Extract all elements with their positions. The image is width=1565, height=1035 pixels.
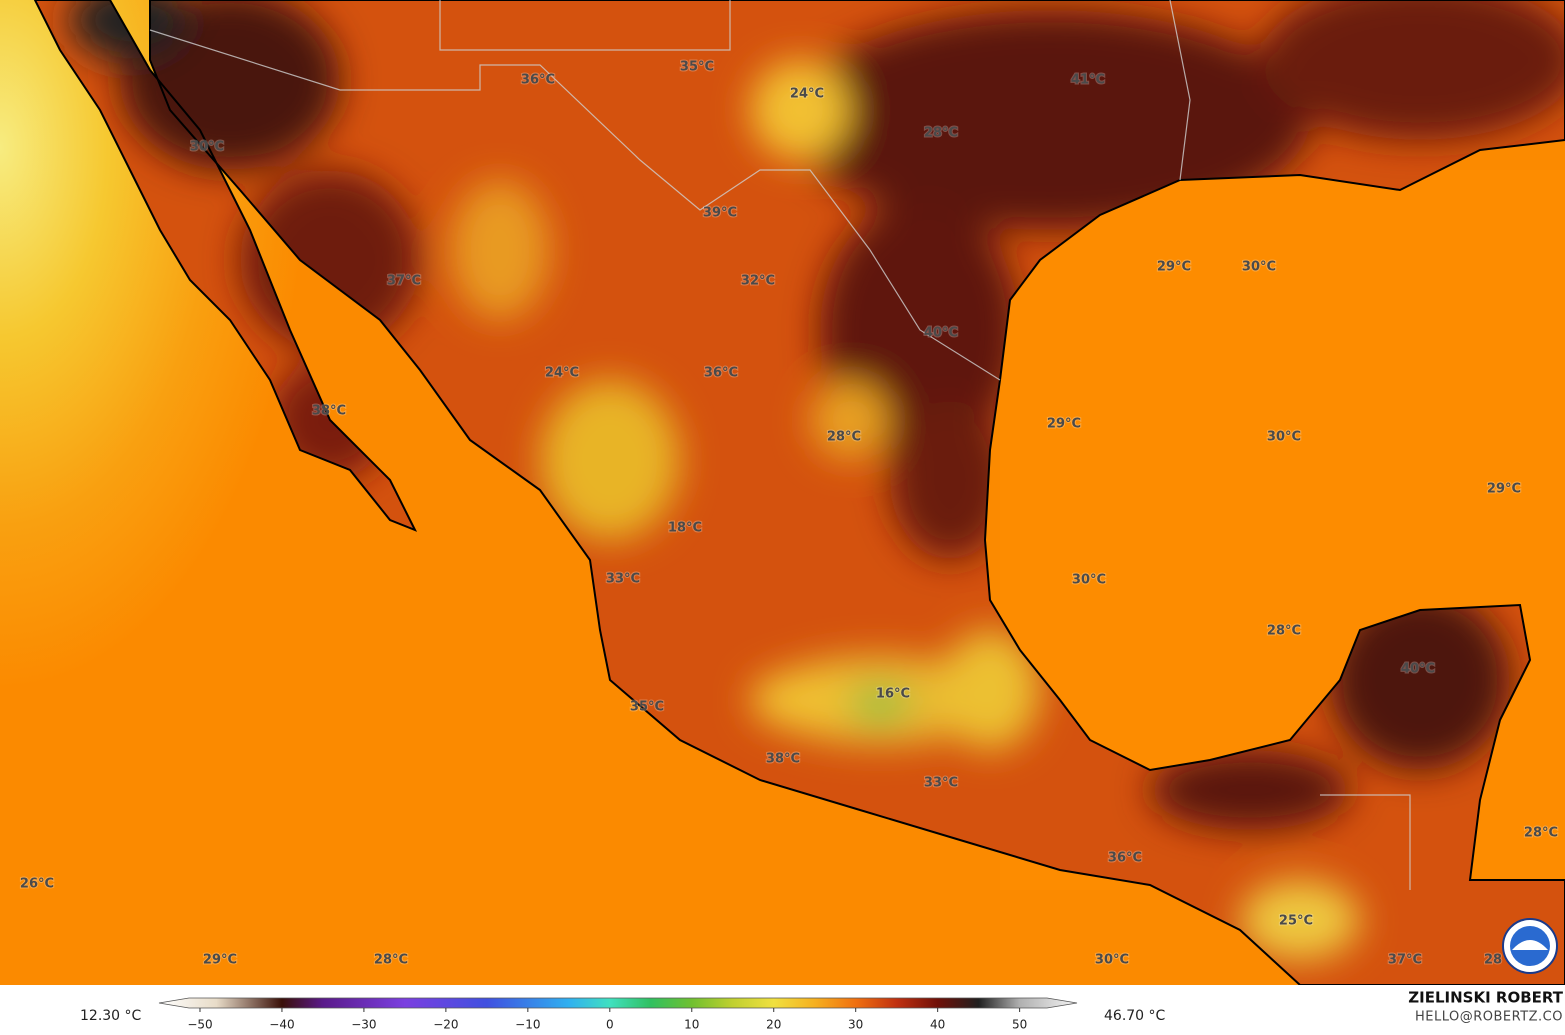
temperature-label: 38°C (312, 404, 346, 419)
temperature-label: 30°C (1072, 573, 1106, 588)
colorbar: −50 −40 −30 −20 −10 0 10 20 30 40 50 (158, 997, 1078, 1032)
colorbar-min: 12.30 °C (80, 1008, 142, 1024)
temperature-label: 36°C (521, 73, 555, 88)
colorbar-tick-label: 20 (766, 1018, 781, 1032)
colorbar-tick-label: −30 (351, 1018, 376, 1032)
colorbar-tick-label: 50 (1012, 1018, 1027, 1032)
colorbar-tick-label: 10 (684, 1018, 699, 1032)
temperature-label: 18°C (668, 521, 702, 536)
temperature-label: 38°C (766, 752, 800, 767)
temperature-label: 30°C (190, 140, 224, 155)
temperature-label: 30°C (1242, 260, 1276, 275)
map-area: 36°C 35°C 24°C 41°C 30°C 28°C 39°C 29°C 30°C 37°C… (0, 0, 1565, 986)
temperature-label: 33°C (924, 776, 958, 791)
colorbar-tick-label: −50 (187, 1018, 212, 1032)
temperature-label: 30°C (1267, 430, 1301, 445)
colorbar-tick-label: 30 (848, 1018, 863, 1032)
temperature-label: 32°C (741, 274, 775, 289)
colorbar-tick-label: −40 (269, 1018, 294, 1032)
colorbar-tick-label: 0 (606, 1018, 614, 1032)
temperature-label: 29°C (1047, 417, 1081, 432)
temperature-label: 29°C (1157, 260, 1191, 275)
temperature-label: 39°C (703, 206, 737, 221)
temperature-label: 40°C (1401, 662, 1435, 677)
credit-email: HELLO@ROBERTZ.CO (1415, 1010, 1563, 1025)
temperature-label: 24°C (545, 366, 579, 381)
credit-name: ZIELINSKI ROBERT (1408, 989, 1563, 1007)
temperature-label: 28°C (924, 126, 958, 141)
temperature-label: 36°C (704, 366, 738, 381)
temperature-label: 40°C (924, 326, 958, 341)
temperature-label: 24°C (790, 87, 824, 102)
temperature-label: 35°C (680, 60, 714, 75)
temperature-label: 29°C (203, 953, 237, 968)
colorbar-max: 46.70 °C (1104, 1008, 1166, 1024)
colorbar-tick-label: −20 (433, 1018, 458, 1032)
temperature-label: 37°C (387, 274, 421, 289)
temperature-label: 28°C (827, 430, 861, 445)
temperature-label: 33°C (606, 572, 640, 587)
coastline (33, 0, 1565, 986)
temperature-label: 29°C (1487, 482, 1521, 497)
colorbar-tick-label: −10 (515, 1018, 540, 1032)
temperature-label: 41°C (1071, 73, 1105, 88)
footer (0, 985, 1565, 1035)
colorbar-bar (158, 997, 1078, 1009)
temperature-label: 25°C (1279, 914, 1313, 929)
temperature-label: 28°C (1267, 624, 1301, 639)
temperature-label: 28°C (374, 953, 408, 968)
noaa-logo (1502, 918, 1558, 974)
temperature-label: 28°C (1524, 826, 1558, 841)
temperature-label: 28 (1484, 953, 1502, 968)
borders (149, 0, 1411, 890)
colorbar-tick-label: 40 (930, 1018, 945, 1032)
temperature-label: 16°C (876, 687, 910, 702)
temperature-label: 30°C (1095, 953, 1129, 968)
temperature-label: 26°C (20, 877, 54, 892)
temperature-label: 35°C (630, 700, 664, 715)
temperature-label: 36°C (1108, 851, 1142, 866)
temperature-labels: 36°C 35°C 24°C 41°C 30°C 28°C 39°C 29°C 30°C 37°C… (19, 59, 1559, 969)
temperature-label: 37°C (1388, 953, 1422, 968)
